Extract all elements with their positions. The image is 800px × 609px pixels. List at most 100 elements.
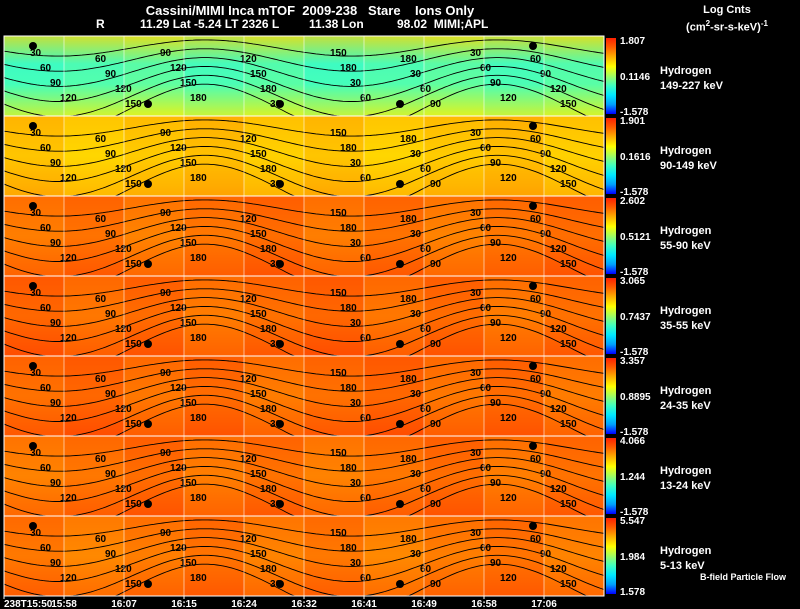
panel-5: 30 60 90 120 60 90 120 150 90 120 150 180 120 150 180 3… <box>3 435 649 518</box>
panel-label: Hydrogen 149-227 keV <box>660 64 790 94</box>
flow-marker <box>29 122 37 130</box>
colorbar-mid: 0.7437 <box>620 312 651 323</box>
panel-label: Hydrogen 35-55 keV <box>660 304 790 334</box>
flow-marker <box>29 522 37 530</box>
flow-marker <box>144 500 152 508</box>
contour-label: 120 <box>170 543 187 554</box>
colorbar-min: -1.578 <box>620 267 649 278</box>
flow-marker <box>529 362 537 370</box>
panel-label: Hydrogen 5-13 keV <box>660 544 790 574</box>
contour-label: 30 <box>270 259 282 270</box>
panel-cell <box>544 436 604 516</box>
contour-label: 150 <box>330 208 347 219</box>
energy-label: 149-227 keV <box>660 80 723 92</box>
contour-label: 30 <box>470 368 482 379</box>
panel-cell <box>544 116 604 196</box>
x-tick-label: 15:58 <box>51 599 77 609</box>
contour-label: 150 <box>560 99 577 110</box>
contour-label: 120 <box>115 244 132 255</box>
contour-label: 120 <box>170 63 187 74</box>
contour-label: 30 <box>30 528 42 539</box>
contour-label: 90 <box>50 398 62 409</box>
contour-label: 120 <box>500 413 517 424</box>
contour-label: 120 <box>60 93 77 104</box>
energy-label: 13-24 keV <box>660 480 711 492</box>
colorbar-mid: 1.984 <box>620 552 645 563</box>
contour-label: 30 <box>30 448 42 459</box>
flow-marker <box>529 122 537 130</box>
contour-label: 90 <box>540 389 552 400</box>
contour-label: 120 <box>240 54 257 65</box>
contour-label: 120 <box>240 294 257 305</box>
flow-marker <box>29 202 37 210</box>
contour-label: 120 <box>240 534 257 545</box>
flow-marker <box>144 580 152 588</box>
colorbar-mid: 0.1616 <box>620 152 651 163</box>
contour-label: 150 <box>180 398 197 409</box>
contour-label: 120 <box>170 463 187 474</box>
contour-label: 60 <box>530 294 542 305</box>
contour-label: 150 <box>330 128 347 139</box>
contour-label: 90 <box>50 158 62 169</box>
contour-label: 180 <box>190 253 207 264</box>
contour-label: 180 <box>190 493 207 504</box>
contour-label: 60 <box>530 214 542 225</box>
contour-label: 180 <box>400 374 417 385</box>
contour-label: 120 <box>500 253 517 264</box>
contour-label: 180 <box>260 484 277 495</box>
contour-label: 90 <box>430 499 442 510</box>
panel-cell <box>304 516 364 596</box>
contour-label: 60 <box>360 173 372 184</box>
panel-cell <box>304 116 364 196</box>
panel-cell <box>304 356 364 436</box>
contour-label: 150 <box>560 259 577 270</box>
contour-label: 30 <box>410 549 422 560</box>
contour-label: 90 <box>50 318 62 329</box>
contour-label: 120 <box>60 173 77 184</box>
contour-label: 150 <box>180 78 197 89</box>
contour-label: 60 <box>360 333 372 344</box>
contour-label: 90 <box>490 238 502 249</box>
panel-cell <box>64 356 124 436</box>
contour-label: 60 <box>95 294 107 305</box>
contour-label: 180 <box>340 223 357 234</box>
contour-label: 120 <box>550 404 567 415</box>
panel-1: 30 60 90 120 60 90 120 150 90 120 150 180 120 150 180 3… <box>3 115 651 198</box>
contour-label: 60 <box>40 223 52 234</box>
contour-label: 120 <box>550 84 567 95</box>
x-tick-label: 17:06 <box>531 599 557 609</box>
colorbar-max: 5.547 <box>620 516 645 527</box>
units-suffix: -sr-s-keV) <box>710 21 761 34</box>
flow-marker <box>276 500 284 508</box>
flow-marker <box>29 362 37 370</box>
colorbar-mid: 0.5121 <box>620 232 651 243</box>
contour-label: 60 <box>420 484 432 495</box>
species-label: Hydrogen <box>660 225 712 237</box>
contour-label: 150 <box>330 368 347 379</box>
flow-marker <box>144 260 152 268</box>
contour-label: 90 <box>105 229 117 240</box>
contour-label: 30 <box>270 579 282 590</box>
contour-label: 60 <box>95 134 107 145</box>
colorbar <box>606 118 616 194</box>
contour-label: 180 <box>260 164 277 175</box>
contour-label: 120 <box>60 413 77 424</box>
contour-label: 150 <box>180 478 197 489</box>
contour-label: 120 <box>500 93 517 104</box>
units-sup2: -1 <box>760 19 768 28</box>
contour-label: 90 <box>490 158 502 169</box>
flow-marker <box>144 100 152 108</box>
contour-label: 120 <box>115 164 132 175</box>
colorbar <box>606 358 616 434</box>
contour-label: 180 <box>400 534 417 545</box>
plot-title: Cassini/MIMI Inca mTOF 2009-238 Stare Io… <box>145 3 475 18</box>
contour-label: 60 <box>360 573 372 584</box>
panel-cell <box>544 276 604 356</box>
flow-marker <box>396 580 404 588</box>
contour-label: 30 <box>30 128 42 139</box>
contour-label: 90 <box>540 549 552 560</box>
contour-label: 150 <box>560 179 577 190</box>
contour-label: 90 <box>490 478 502 489</box>
contour-label: 30 <box>470 48 482 59</box>
